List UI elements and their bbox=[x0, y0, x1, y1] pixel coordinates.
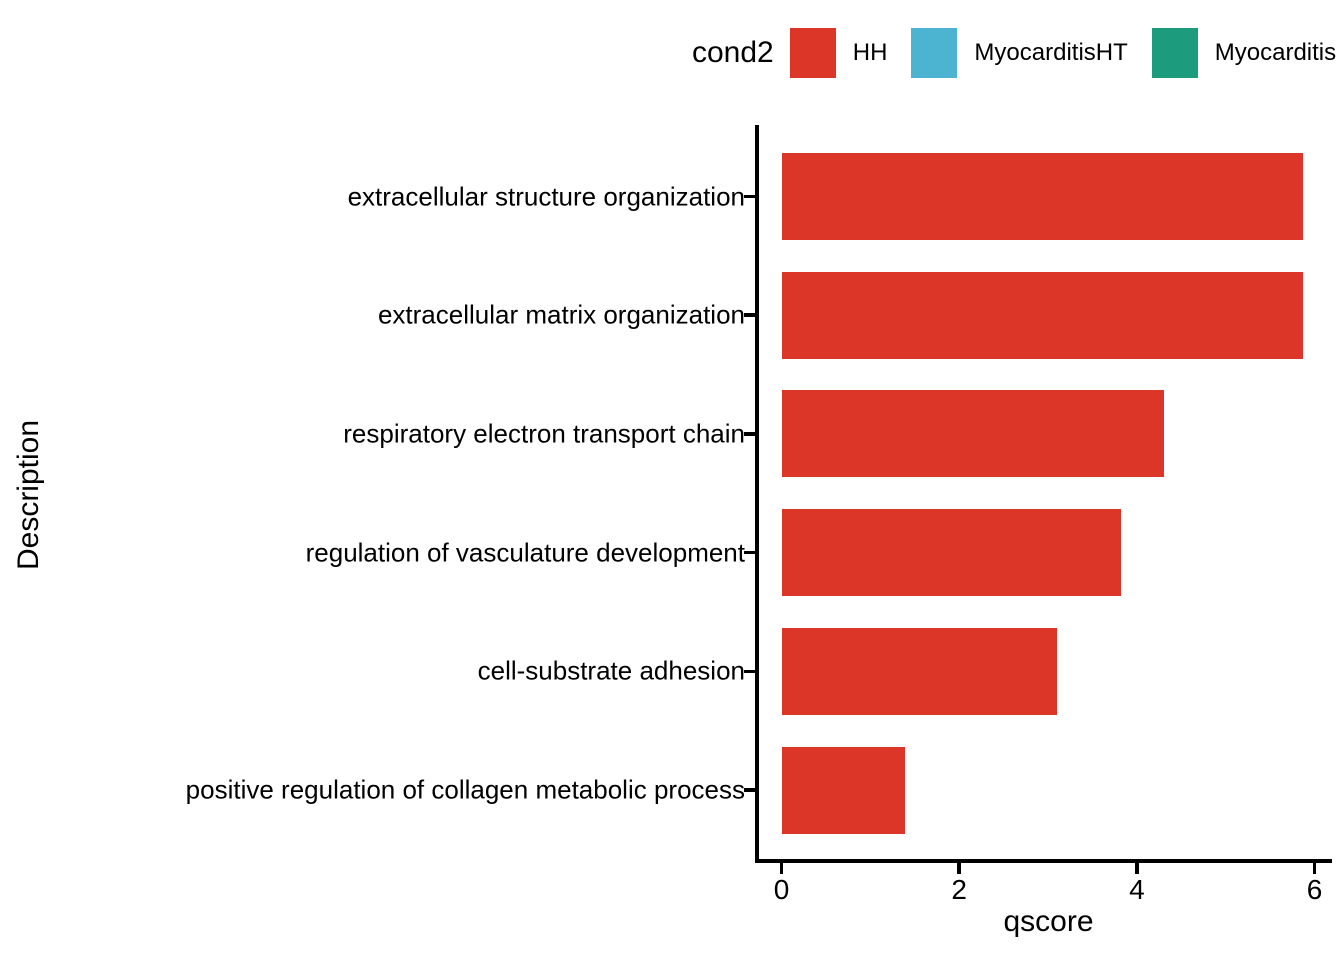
y-tick-mark bbox=[744, 788, 756, 792]
legend-label: HH bbox=[852, 39, 888, 66]
x-tick-mark bbox=[779, 862, 784, 874]
y-tick-label: cell-substrate adhesion bbox=[477, 655, 745, 686]
y-tick-label: positive regulation of collagen metaboli… bbox=[185, 774, 745, 805]
y-tick-mark bbox=[744, 669, 756, 674]
x-tick-mark bbox=[957, 862, 961, 874]
y-tick-mark bbox=[744, 313, 756, 317]
legend-label: MyocarditisHT bbox=[974, 39, 1128, 66]
y-tick-label: respiratory electron transport chain bbox=[343, 418, 745, 449]
legend-title: cond2 bbox=[692, 36, 774, 69]
y-axis-title: Description bbox=[12, 419, 45, 571]
y-tick-mark bbox=[744, 432, 756, 436]
legend-item: MyocarditisHT bbox=[911, 28, 1151, 78]
legend-item: Myocarditis bbox=[1151, 28, 1344, 78]
x-axis-line bbox=[755, 859, 1332, 863]
x-tick-mark bbox=[1135, 862, 1139, 874]
y-tick-mark bbox=[744, 194, 756, 199]
y-tick-mark bbox=[744, 550, 756, 555]
x-tick-label: 4 bbox=[1129, 874, 1145, 905]
bar bbox=[781, 153, 1304, 240]
x-axis-title: qscore bbox=[1003, 905, 1094, 938]
legend-item: HH bbox=[789, 28, 912, 78]
y-tick-label: extracellular matrix organization bbox=[377, 299, 745, 330]
x-tick-label: 6 bbox=[1306, 874, 1323, 905]
y-tick-label: extracellular structure organization bbox=[347, 181, 745, 211]
legend-label: Myocarditis bbox=[1214, 39, 1337, 66]
bar bbox=[781, 627, 1057, 715]
x-tick-label: 2 bbox=[951, 874, 967, 905]
bar bbox=[781, 271, 1304, 359]
legend-swatch bbox=[1151, 28, 1198, 78]
y-tick-label: regulation of vasculature development bbox=[305, 537, 745, 568]
x-tick-label: 0 bbox=[773, 874, 790, 905]
legend: cond2 HH MyocarditisHT Myocarditis bbox=[692, 27, 1344, 79]
y-axis-line bbox=[755, 125, 759, 862]
x-tick-mark bbox=[1312, 862, 1317, 874]
legend-swatch bbox=[911, 28, 958, 78]
bar bbox=[781, 509, 1121, 597]
bar bbox=[781, 390, 1165, 478]
legend-swatch bbox=[789, 28, 836, 78]
bar bbox=[781, 746, 905, 834]
